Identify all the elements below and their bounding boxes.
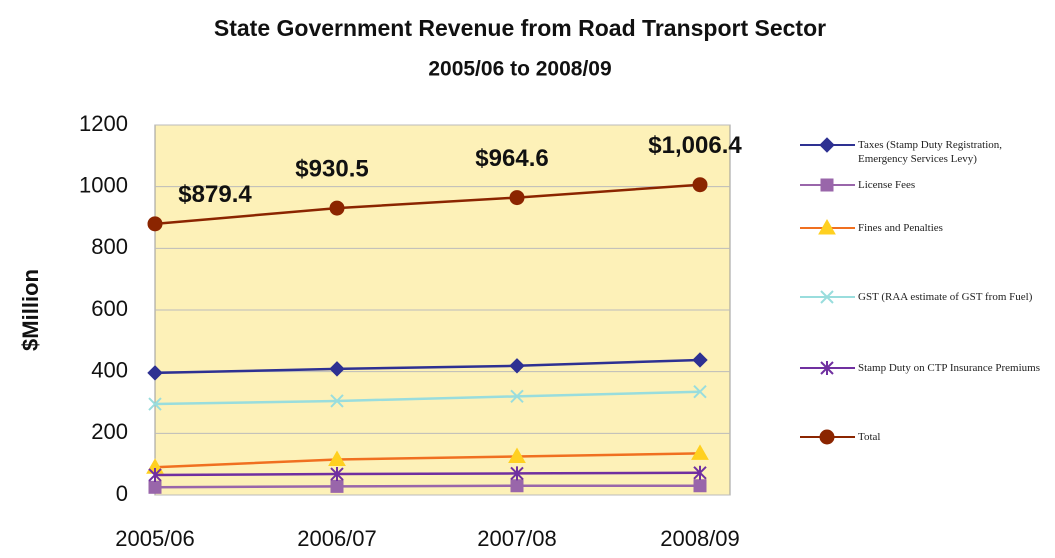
marker — [692, 177, 708, 193]
marker — [328, 450, 346, 467]
marker — [329, 200, 345, 216]
y-tick-label: 1200 — [79, 111, 128, 136]
series-line — [154, 183, 701, 226]
series — [148, 465, 707, 482]
legend-label: GST (RAA estimate of GST from Fuel) — [858, 291, 1033, 303]
legend-marker — [820, 178, 834, 192]
chart-subtitle: 2005/06 to 2008/09 — [428, 58, 611, 81]
marker — [693, 479, 707, 493]
marker — [147, 216, 163, 232]
series-line — [154, 390, 701, 406]
marker — [509, 190, 525, 206]
legend-marker — [819, 137, 835, 153]
legend-marker — [819, 429, 835, 445]
legend-marker — [820, 290, 834, 304]
y-tick-label: 800 — [91, 234, 128, 259]
marker — [330, 467, 344, 482]
series-line — [154, 484, 700, 489]
data-label: $964.6 — [475, 145, 548, 172]
y-tick-label: 400 — [91, 357, 128, 382]
marker — [510, 389, 524, 404]
marker — [508, 447, 526, 463]
data-label: $879.4 — [178, 181, 252, 208]
legend-marker — [818, 218, 836, 235]
data-label: $1,006.4 — [648, 132, 742, 159]
series-line — [154, 358, 701, 375]
marker — [510, 479, 524, 493]
marker — [509, 358, 525, 374]
y-axis-label: $Million — [18, 269, 43, 351]
series — [147, 352, 708, 381]
legend-marker — [820, 361, 834, 375]
marker — [148, 397, 162, 411]
x-tick-label: 2006/07 — [297, 526, 377, 551]
y-tick-label: 200 — [91, 419, 128, 444]
legend-label: Total — [858, 431, 881, 443]
marker — [693, 385, 707, 399]
legend-label: Taxes (Stamp Duty Registration, Emergenc… — [858, 139, 1003, 165]
marker — [510, 466, 524, 481]
x-tick-label: 2007/08 — [477, 526, 557, 551]
series — [148, 385, 707, 411]
y-tick-label: 600 — [91, 296, 128, 321]
y-tick-label: 1000 — [79, 172, 128, 197]
marker — [148, 467, 162, 482]
marker — [330, 479, 344, 493]
marker — [691, 444, 709, 460]
legend-label: Fines and Penalties — [858, 222, 943, 234]
series — [146, 444, 709, 474]
marker — [147, 365, 163, 381]
data-label: $930.5 — [295, 155, 368, 182]
chart-title: State Government Revenue from Road Trans… — [214, 15, 826, 41]
marker — [330, 394, 344, 408]
legend-label: Stamp Duty on CTP Insurance Premiums — [858, 362, 1040, 374]
x-tick-label: 2005/06 — [115, 526, 195, 551]
marker — [693, 465, 707, 480]
marker — [692, 352, 708, 368]
series-line — [154, 452, 701, 469]
marker — [148, 480, 162, 494]
marker — [329, 361, 345, 377]
y-tick-label: 0 — [116, 481, 128, 506]
legend-label: License Fees — [858, 179, 916, 191]
x-tick-label: 2008/09 — [660, 526, 740, 551]
series-line — [154, 471, 701, 477]
series — [147, 177, 708, 232]
